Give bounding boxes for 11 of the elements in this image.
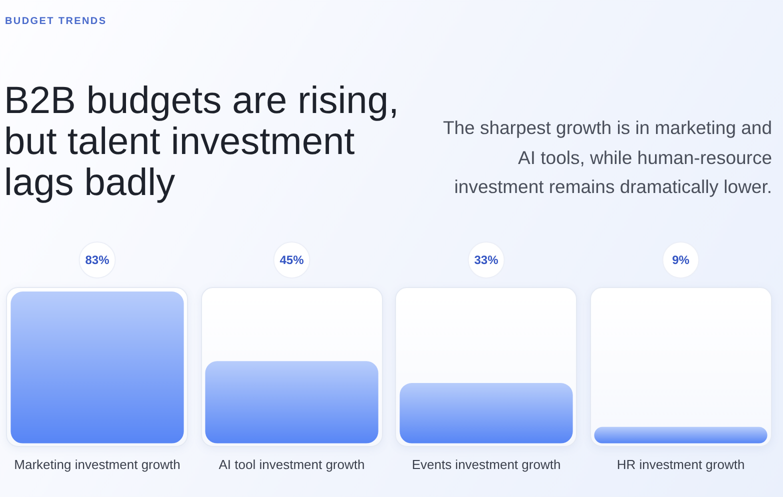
x-tick-label: Events investment growth	[412, 456, 561, 472]
x-tick-label: AI tool investment growth	[218, 456, 365, 472]
data-label: 45%	[280, 252, 304, 267]
chart-title: B2B budgets are rising, but talent investment lags badly	[4, 80, 400, 204]
text: BUDGET TRENDS	[5, 16, 107, 28]
data-label: 83%	[85, 252, 110, 267]
x-tick-label: Marketing investment growth	[14, 456, 180, 472]
data-label: 9%	[672, 252, 690, 267]
data-label: 33%	[474, 252, 499, 267]
chart-subtitle: The sharpest growth is in marketing and AI tools, while human-resource investment remains dramatically lower.	[442, 116, 772, 199]
x-tick-label: HR investment growth	[616, 456, 745, 472]
